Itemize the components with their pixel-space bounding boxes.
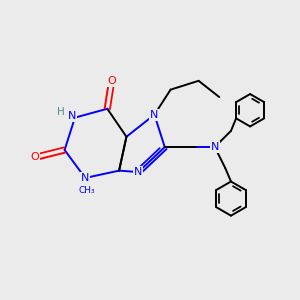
- Text: H: H: [57, 107, 65, 117]
- Text: O: O: [31, 152, 40, 162]
- Text: CH₃: CH₃: [78, 186, 95, 195]
- Text: N: N: [81, 173, 89, 183]
- Text: N: N: [150, 110, 159, 120]
- Text: O: O: [107, 76, 116, 86]
- Text: N: N: [211, 142, 219, 152]
- Text: N: N: [134, 167, 142, 177]
- Text: N: N: [68, 111, 76, 121]
